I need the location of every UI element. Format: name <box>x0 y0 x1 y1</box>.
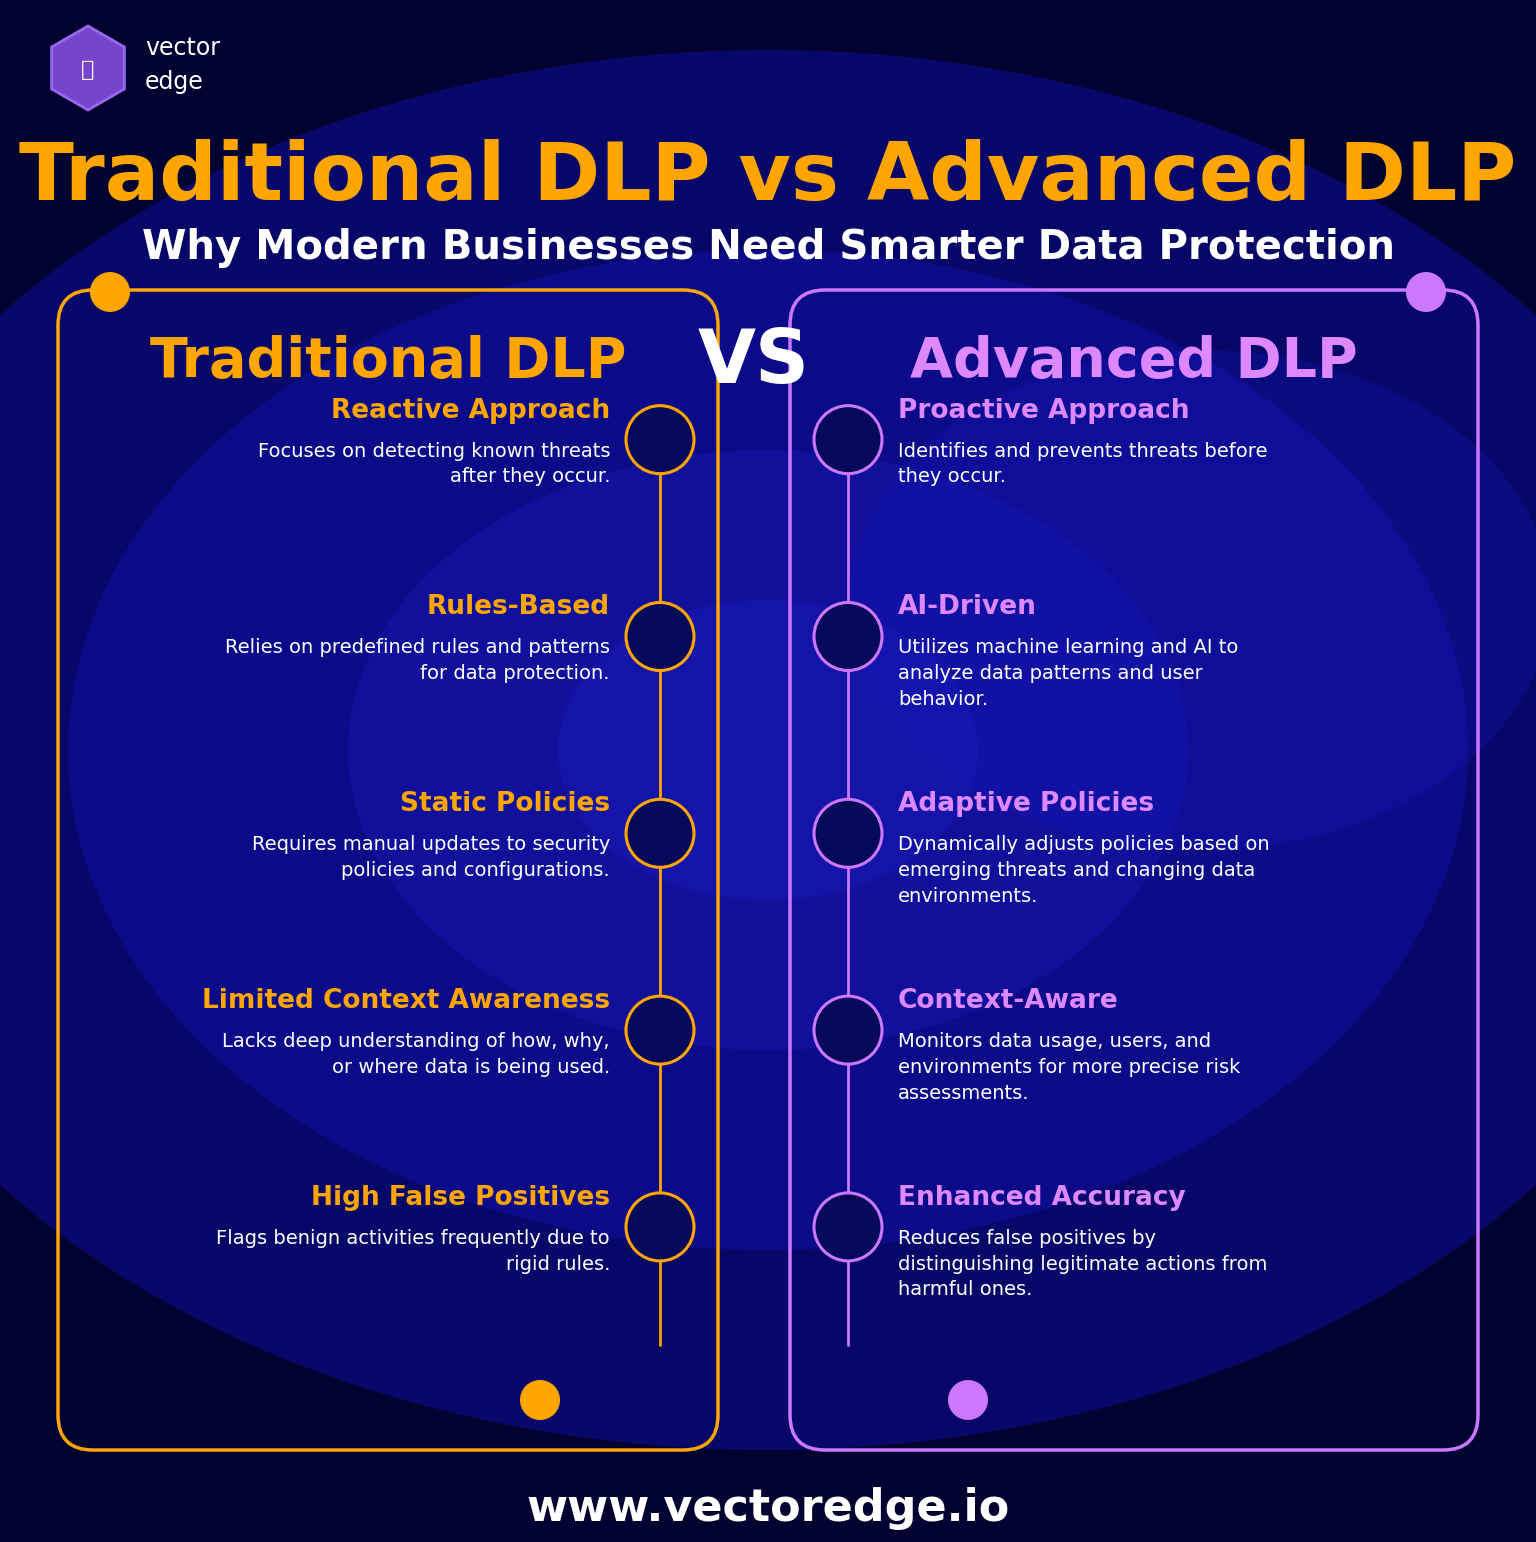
Text: Identifies and prevents threats before
they occur.: Identifies and prevents threats before t… <box>899 441 1267 486</box>
Text: High False Positives: High False Positives <box>310 1184 610 1210</box>
Text: Proactive Approach: Proactive Approach <box>899 398 1189 424</box>
Text: Focuses on detecting known threats
after they occur.: Focuses on detecting known threats after… <box>258 441 610 486</box>
Circle shape <box>814 996 882 1064</box>
Text: Adaptive Policies: Adaptive Policies <box>899 791 1154 817</box>
Text: Reactive Approach: Reactive Approach <box>330 398 610 424</box>
Text: Relies on predefined rules and patterns
for data protection.: Relies on predefined rules and patterns … <box>224 638 610 683</box>
Text: Traditional DLP vs Advanced DLP: Traditional DLP vs Advanced DLP <box>20 139 1516 217</box>
Circle shape <box>814 406 882 473</box>
Text: 🛡: 🛡 <box>81 60 95 80</box>
Text: vector: vector <box>144 35 220 60</box>
Text: Why Modern Businesses Need Smarter Data Protection: Why Modern Businesses Need Smarter Data … <box>141 228 1395 268</box>
Circle shape <box>627 1194 694 1261</box>
Text: Monitors data usage, users, and
environments for more precise risk
assessments.: Monitors data usage, users, and environm… <box>899 1032 1241 1103</box>
Ellipse shape <box>68 250 1468 1251</box>
Circle shape <box>91 271 131 311</box>
Text: Requires manual updates to security
policies and configurations.: Requires manual updates to security poli… <box>252 836 610 880</box>
Ellipse shape <box>0 49 1536 1449</box>
Text: Traditional DLP: Traditional DLP <box>151 335 627 389</box>
Circle shape <box>627 603 694 671</box>
Circle shape <box>627 996 694 1064</box>
Text: Utilizes machine learning and AI to
analyze data patterns and user
behavior.: Utilizes machine learning and AI to anal… <box>899 638 1238 709</box>
Text: Context-Aware: Context-Aware <box>899 988 1118 1015</box>
Text: Static Policies: Static Policies <box>399 791 610 817</box>
Text: AI-Driven: AI-Driven <box>899 595 1037 620</box>
Text: Advanced DLP: Advanced DLP <box>911 335 1358 389</box>
Circle shape <box>814 603 882 671</box>
Text: edge: edge <box>144 69 204 94</box>
Text: Rules-Based: Rules-Based <box>427 595 610 620</box>
Circle shape <box>948 1380 988 1420</box>
Text: Enhanced Accuracy: Enhanced Accuracy <box>899 1184 1186 1210</box>
Text: Flags benign activities frequently due to
rigid rules.: Flags benign activities frequently due t… <box>217 1229 610 1274</box>
Circle shape <box>627 406 694 473</box>
Circle shape <box>627 799 694 867</box>
Circle shape <box>521 1380 561 1420</box>
Text: www.vectoredge.io: www.vectoredge.io <box>527 1486 1009 1530</box>
Polygon shape <box>52 26 124 109</box>
Ellipse shape <box>558 600 978 901</box>
Text: Limited Context Awareness: Limited Context Awareness <box>201 988 610 1015</box>
Text: Lacks deep understanding of how, why,
or where data is being used.: Lacks deep understanding of how, why, or… <box>223 1032 610 1076</box>
Text: VS: VS <box>697 325 809 398</box>
Circle shape <box>814 799 882 867</box>
Circle shape <box>814 1194 882 1261</box>
Text: Dynamically adjusts policies based on
emerging threats and changing data
environ: Dynamically adjusts policies based on em… <box>899 836 1270 905</box>
Ellipse shape <box>349 450 1187 1050</box>
Text: Reduces false positives by
distinguishing legitimate actions from
harmful ones.: Reduces false positives by distinguishin… <box>899 1229 1267 1300</box>
Circle shape <box>1405 271 1445 311</box>
Ellipse shape <box>849 350 1536 850</box>
